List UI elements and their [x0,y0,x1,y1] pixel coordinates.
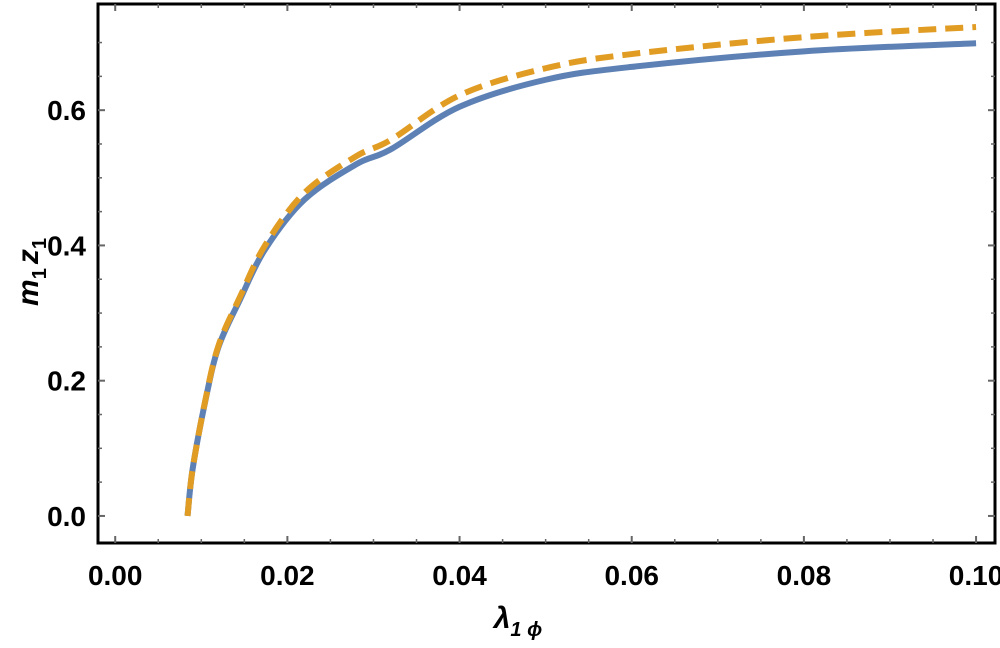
y-tick-label: 0.6 [47,95,86,126]
y-tick-label: 0.0 [47,501,86,532]
x-tick-label: 0.06 [604,560,659,591]
x-tick-label: 0.08 [777,560,832,591]
series-line-2 [184,23,977,517]
x-tick-label: 0.02 [260,560,315,591]
x-tick-label: 0.00 [88,560,143,591]
x-tick-label: 0.04 [432,560,487,591]
y-tick-label: 0.4 [47,230,86,261]
plot-frame [96,2,997,545]
y-tick-label: 0.2 [47,366,86,397]
series-line-1 [184,40,977,517]
y-axis-label: m1z1 [12,238,51,306]
x-axis-label: λ1 ϕ [492,602,543,641]
x-tick-label: 0.10 [949,560,1000,591]
